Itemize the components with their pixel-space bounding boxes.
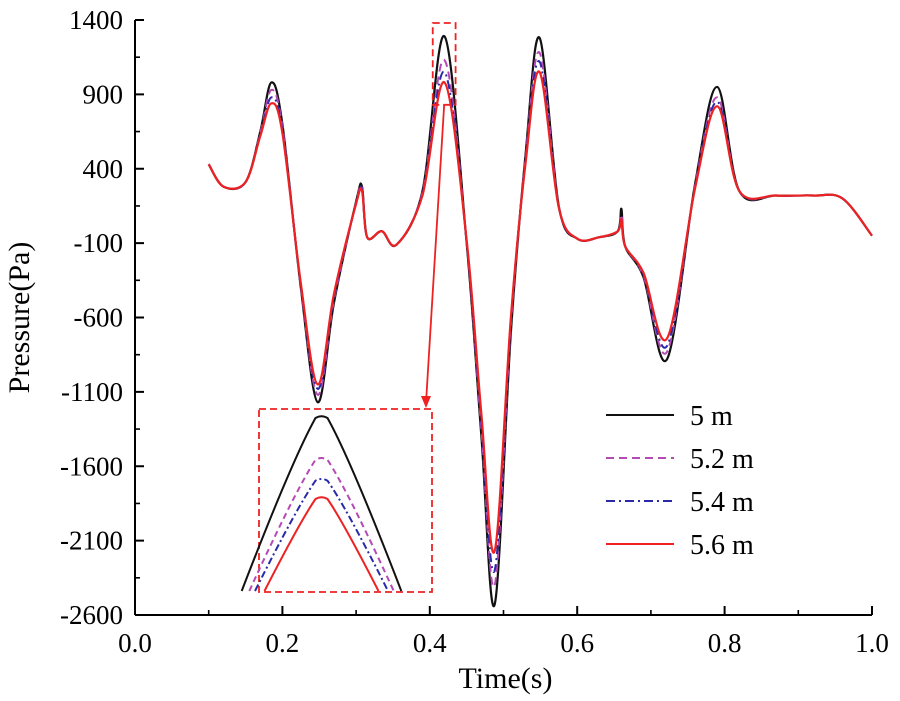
- x-axis-title: Time(s): [459, 662, 553, 695]
- x-tick-label: 0.6: [560, 628, 594, 658]
- y-tick-label: 900: [83, 79, 124, 109]
- legend: 5 m 5.2 m 5.4 m 5.6 m: [606, 401, 754, 561]
- y-tick-label: -1600: [60, 451, 123, 481]
- zoom-annotation: [240, 22, 457, 593]
- inset-peak-4: [263, 496, 380, 592]
- tick-labels: 1400900400-100-600-1100-1600-2100-26000.…: [60, 5, 889, 658]
- x-tick-label: 0.4: [413, 628, 447, 658]
- series-layer: [207, 35, 873, 608]
- inset-peak-3: [254, 477, 389, 592]
- y-tick-label: 400: [83, 154, 124, 184]
- legend-label-2: 5.2 m: [690, 444, 754, 475]
- y-tick-label: -2100: [60, 526, 123, 556]
- legend-label-1: 5 m: [690, 401, 733, 432]
- x-tick-label: 0.0: [118, 628, 152, 658]
- zoom-inset-box: [258, 408, 433, 593]
- legend-label-3: 5.4 m: [690, 487, 754, 518]
- y-tick-label: 1400: [69, 5, 123, 35]
- zoom-arrow-head: [421, 396, 431, 408]
- y-axis-title: Pressure(Pa): [3, 242, 36, 394]
- axes: [134, 19, 873, 616]
- legend-label-4: 5.6 m: [690, 530, 754, 561]
- y-tick-label: -2600: [60, 600, 123, 630]
- y-tick-label: -1100: [61, 377, 123, 407]
- zoom-arrow-line: [425, 104, 446, 404]
- inset-peak-1: [240, 415, 403, 592]
- x-tick-label: 0.8: [708, 628, 742, 658]
- inset-peak-2: [248, 457, 395, 592]
- series-line-4: [207, 70, 873, 554]
- y-tick-label: -100: [74, 228, 124, 258]
- x-tick-label: 0.2: [266, 628, 300, 658]
- y-tick-label: -600: [74, 303, 124, 333]
- x-tick-label: 1.0: [855, 628, 889, 658]
